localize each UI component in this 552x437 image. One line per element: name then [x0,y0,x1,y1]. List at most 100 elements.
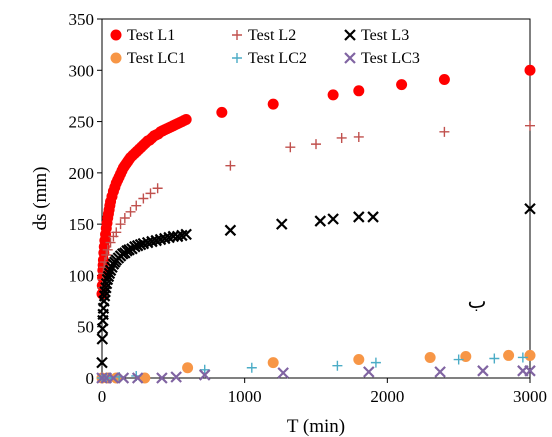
data-point [434,366,446,378]
data-point [180,228,192,241]
data-point [123,244,135,256]
data-point [125,206,136,217]
legend-entry: Test L1 [110,27,175,44]
data-point [224,224,237,237]
data-point [332,360,343,371]
data-point [353,354,365,366]
data-point [285,142,296,153]
data-point [105,237,116,248]
legend-marker [344,29,356,41]
legend-label: Test L1 [127,27,175,44]
data-point [107,372,120,384]
data-point [517,352,528,363]
data-point [225,160,236,171]
y-tick-label: 300 [69,61,95,80]
data-point [503,349,515,361]
data-point [460,350,472,362]
data-point [145,188,156,199]
data-point [311,139,321,150]
data-point [156,372,168,384]
data-point [131,372,144,384]
legend-label: Test LC3 [361,50,420,67]
data-point [104,264,117,277]
data-point [489,353,500,364]
data-point [277,367,289,379]
legend-marker [232,53,242,63]
data-point [199,364,210,375]
data-point [119,212,130,223]
data-point [138,193,149,204]
data-point [424,351,436,363]
data-point [117,372,130,384]
data-point [367,211,379,223]
data-point [524,64,536,76]
series-test-l2 [97,120,535,293]
data-point [477,365,489,377]
x-tick-label: 2000 [370,387,404,406]
y-tick-label: 200 [69,164,95,183]
x-axis-label: T (min) [287,416,345,437]
annotation-label: ب [468,289,487,313]
data-point [336,132,347,143]
data-point [198,369,211,381]
x-tick-label: 1000 [228,387,262,406]
data-point [170,371,182,383]
data-point [524,349,536,361]
data-point [524,365,536,377]
x-tick-label: 0 [98,387,107,406]
y-tick-label: 50 [77,318,94,337]
y-tick-label: 250 [69,113,95,132]
data-point [525,120,535,131]
series-test-l1 [96,64,536,300]
axis-ticks: 0 50 100 150 200 250 300 350 0 1000 2000 3000 [69,10,548,406]
data-point [267,357,279,369]
data-point [267,98,279,110]
plot-frame [101,18,531,379]
data-point [96,356,108,369]
data-point [182,362,194,374]
legend: Test L1 Test L2 Test L3 Test LC1 Test LC2 Tes… [110,27,420,67]
data-point [246,362,257,373]
legend-marker [232,30,242,40]
y-tick-label: 0 [86,369,95,388]
data-point [363,366,375,378]
data-point [353,131,364,142]
data-point [353,85,365,97]
data-point [353,211,365,223]
legend-label: Test L2 [248,27,296,44]
data-marks [96,64,536,384]
data-point [115,219,126,230]
data-point [96,372,108,384]
data-point [152,183,163,194]
legend-entry: Test L2 [232,27,296,44]
series-test-lc1 [96,349,536,384]
legend-marker [344,52,356,64]
data-point [134,238,147,251]
data-point [327,89,339,101]
data-point [102,270,115,283]
y-tick-label: 100 [69,266,95,285]
legend-label: Test LC2 [248,50,307,67]
legend-label: Test L3 [361,27,409,44]
series-test-l3 [96,202,536,369]
data-point [216,106,228,118]
x-tick-label: 3000 [513,387,547,406]
y-tick-label: 350 [69,10,95,29]
data-point [524,202,536,215]
data-point [103,267,116,280]
data-point [139,372,151,384]
data-point [180,114,192,126]
data-point [439,126,450,137]
plot-border [101,18,531,379]
legend-label: Test LC1 [127,50,186,67]
data-point [111,227,122,238]
legend-entry: Test LC2 [232,50,307,67]
data-point [453,354,464,365]
data-point [314,215,327,227]
data-point [396,79,408,91]
legend-marker [110,29,122,41]
legend-entry: Test LC1 [110,50,186,67]
series-test-lc3 [96,365,536,384]
data-point [438,74,450,86]
